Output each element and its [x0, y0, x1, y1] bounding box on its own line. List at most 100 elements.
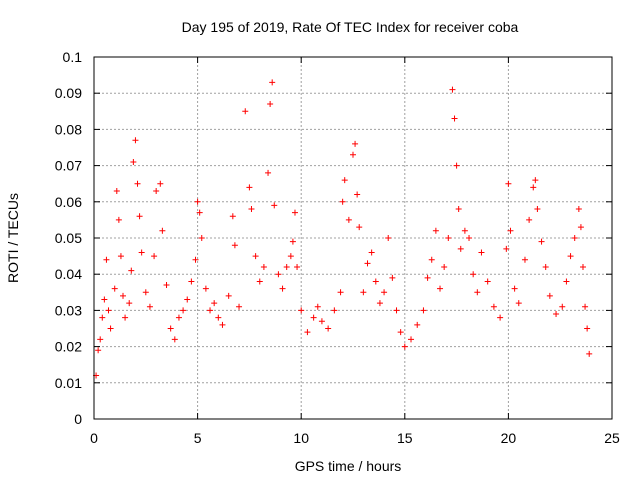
data-point [584, 325, 591, 332]
data-point [470, 271, 477, 278]
data-point [503, 245, 510, 252]
data-point [341, 177, 348, 184]
data-point [269, 79, 276, 86]
data-point [215, 314, 222, 321]
data-point [354, 191, 361, 198]
grid-lines [94, 57, 612, 419]
data-point [553, 311, 560, 318]
data-point [101, 296, 108, 303]
data-point [180, 307, 187, 314]
data-point [575, 206, 582, 213]
data-point [248, 206, 255, 213]
data-point [314, 303, 321, 310]
data-point [225, 292, 232, 299]
data-point [184, 296, 191, 303]
data-point [526, 216, 533, 223]
x-tick-label: 5 [194, 430, 202, 446]
data-point [287, 253, 294, 260]
data-point [505, 180, 512, 187]
data-point [163, 282, 170, 289]
data-point [271, 202, 278, 209]
y-tick-label: 0.03 [55, 302, 82, 318]
data-point [236, 303, 243, 310]
data-point [265, 169, 272, 176]
x-tick-label: 25 [604, 430, 620, 446]
data-point [364, 260, 371, 267]
data-point [478, 249, 485, 256]
data-points [93, 79, 593, 379]
data-point [563, 278, 570, 285]
data-point [356, 224, 363, 231]
axis-ticks: 0 0.01 0.02 0.03 0.04 0.05 0.06 0.07 0.08 0.09 0.1… [55, 49, 620, 446]
x-axis-label: GPS time / hours [295, 458, 402, 474]
data-point [453, 162, 460, 169]
data-point [401, 343, 408, 350]
data-point [360, 289, 367, 296]
data-point [385, 235, 392, 241]
data-point [457, 245, 464, 252]
data-point [159, 227, 166, 234]
data-point [267, 101, 274, 108]
data-point [115, 216, 122, 223]
data-point [105, 307, 112, 314]
data-point [345, 216, 352, 223]
data-point [484, 278, 491, 285]
data-point [318, 318, 325, 325]
data-point [530, 184, 537, 191]
data-point [146, 303, 153, 310]
y-tick-label: 0.08 [55, 121, 82, 137]
y-tick-label: 0 [74, 411, 82, 427]
data-point [188, 278, 195, 285]
data-point [157, 180, 164, 187]
data-point [521, 256, 528, 263]
data-point [546, 292, 553, 299]
data-point [393, 307, 400, 314]
data-point [461, 227, 468, 234]
data-point [252, 253, 259, 260]
data-point [420, 307, 427, 314]
data-point [515, 300, 522, 307]
data-point [279, 285, 286, 292]
y-tick-label: 0.04 [55, 266, 82, 282]
data-point [202, 285, 209, 292]
y-axis-label: ROTI / TECUs [5, 193, 21, 283]
data-point [171, 336, 178, 343]
data-point [339, 198, 346, 205]
x-tick-label: 10 [293, 430, 309, 446]
data-point [428, 256, 435, 263]
data-point [175, 314, 182, 321]
data-point [511, 285, 518, 292]
data-point [99, 314, 106, 321]
data-point [130, 158, 137, 165]
data-point [196, 209, 203, 216]
data-point [111, 285, 118, 292]
y-tick-label: 0.09 [55, 85, 82, 101]
data-point [567, 253, 574, 260]
data-point [229, 213, 236, 220]
data-point [310, 314, 317, 321]
data-point [497, 314, 504, 321]
data-point [389, 274, 396, 281]
data-point [397, 329, 404, 336]
data-point [136, 213, 143, 220]
data-point [571, 235, 578, 241]
data-point [534, 206, 541, 213]
data-point [582, 303, 589, 310]
data-point [424, 274, 431, 281]
x-tick-label: 0 [90, 430, 98, 446]
y-tick-label: 0.07 [55, 158, 82, 174]
data-point [138, 249, 145, 256]
data-point [192, 256, 199, 263]
data-point [242, 108, 249, 115]
data-point [151, 253, 158, 260]
data-point [304, 329, 311, 336]
data-point [275, 271, 282, 278]
x-tick-label: 20 [501, 430, 517, 446]
data-point [103, 256, 110, 263]
data-point [579, 263, 586, 270]
data-point [586, 350, 593, 357]
data-point [474, 289, 481, 296]
data-point [441, 263, 448, 270]
